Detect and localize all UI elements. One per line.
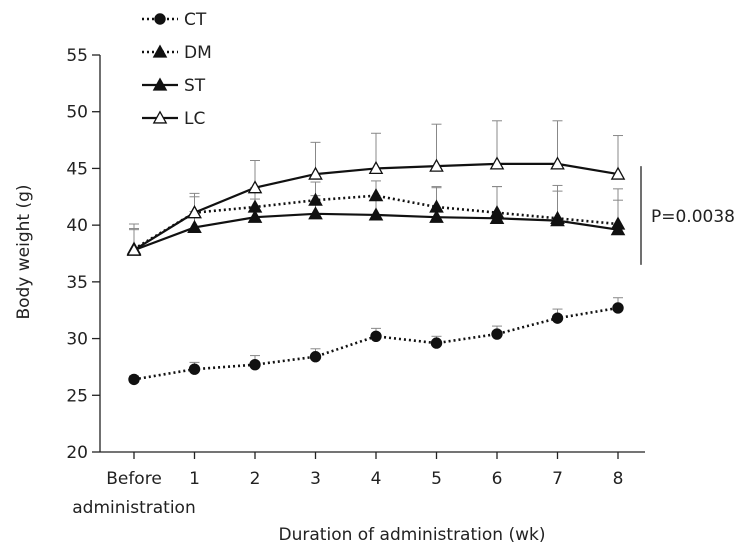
data-point: [308, 206, 323, 220]
y-tick-label: 55: [66, 46, 88, 66]
data-point: [187, 219, 202, 234]
x-tick-label: administration: [72, 498, 195, 518]
x-tick-label: 7: [552, 469, 563, 489]
legend-label: CT: [184, 10, 207, 30]
data-point: [126, 242, 142, 256]
significance-annotation: P=0.0038: [640, 166, 735, 265]
legend-marker: [152, 110, 168, 124]
data-point: [430, 337, 443, 349]
data-point: [368, 188, 384, 202]
legend-item-dm: DM: [142, 43, 212, 63]
data-point: [550, 213, 565, 227]
data-point: [429, 158, 444, 172]
data-point: [550, 156, 565, 170]
data-point: [612, 302, 624, 314]
data-point: [187, 205, 202, 219]
data-point: [370, 330, 382, 343]
x-tick-label: 6: [492, 469, 503, 489]
y-tick-label: 45: [66, 159, 88, 179]
legend-label: ST: [184, 76, 206, 96]
data-point: [309, 351, 322, 363]
series-ct: [128, 302, 624, 386]
data-point: [489, 210, 505, 224]
data-point: [308, 166, 323, 180]
y-axis-title: Body weight (g): [14, 184, 34, 319]
x-tick-label: 5: [431, 469, 442, 489]
data-point: [247, 180, 263, 194]
data-point: [368, 207, 384, 221]
data-point: [249, 358, 261, 371]
x-tick-label: 3: [310, 469, 321, 489]
legend-marker: [152, 44, 168, 58]
data-point: [308, 192, 323, 206]
p-value-label: P=0.0038: [651, 207, 735, 227]
y-tick-label: 50: [66, 103, 88, 123]
legend-item-ct: CT: [142, 10, 207, 30]
x-tick-label: 1: [189, 469, 200, 489]
data-point: [491, 328, 503, 340]
data-point: [610, 166, 626, 180]
data-point: [128, 373, 140, 386]
data-point: [368, 160, 384, 175]
x-axis-title: Duration of administration (wk): [279, 525, 546, 545]
y-tick-label: 40: [66, 216, 88, 236]
data-point: [551, 312, 564, 324]
series-dm: [126, 188, 626, 255]
legend-item-lc: LC: [142, 109, 205, 129]
data-point: [610, 222, 626, 236]
data-point: [429, 209, 444, 223]
legend: CT DM ST LC: [142, 10, 212, 129]
data-point: [247, 209, 263, 223]
x-tick-label: 8: [613, 469, 624, 489]
series-st: [126, 206, 626, 256]
x-tick-label: 4: [371, 469, 382, 489]
series-line-ct: [133, 306, 619, 381]
x-tick-label: 2: [250, 469, 261, 489]
series-lc: [126, 156, 626, 256]
legend-label: LC: [184, 109, 205, 129]
plot-area: [126, 120, 626, 386]
data-point: [489, 156, 505, 170]
y-tick-label: 25: [66, 386, 88, 406]
x-tick-label: Before: [106, 469, 162, 489]
series-line-dm: [133, 194, 619, 251]
y-tick-label: 30: [66, 330, 88, 350]
legend-marker: [152, 77, 168, 91]
legend-marker: [154, 13, 166, 25]
y-tick-label: 35: [66, 273, 88, 293]
data-point: [188, 363, 201, 375]
y-tick-label: 20: [66, 443, 88, 463]
legend-label: DM: [184, 43, 212, 63]
legend-item-st: ST: [142, 76, 206, 96]
